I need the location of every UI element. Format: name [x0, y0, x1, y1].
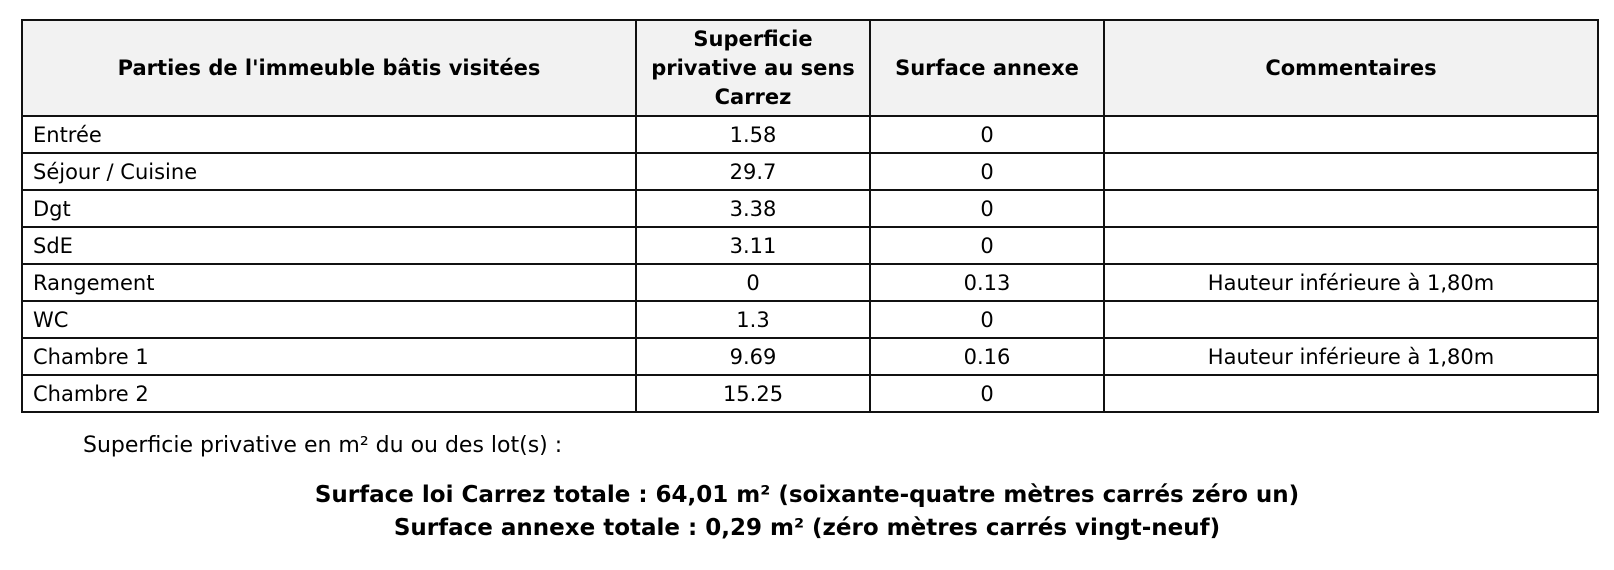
- header-parties: Parties de l'immeuble bâtis visitées: [21, 19, 637, 117]
- room-name: Chambre 1: [21, 337, 637, 376]
- header-commentaires: Commentaires: [1103, 19, 1599, 117]
- room-name: Rangement: [21, 263, 637, 302]
- header-carrez: Superficie privative au sens Carrez: [635, 19, 871, 117]
- carrez-value: 3.11: [635, 226, 871, 265]
- surface-table: Parties de l'immeuble bâtis visitées Sup…: [21, 19, 1599, 413]
- table-row: WC 1.3 0: [21, 300, 1599, 339]
- annexe-value: 0: [869, 152, 1105, 191]
- comment: [1103, 226, 1599, 265]
- table-row: Séjour / Cuisine 29.7 0: [21, 152, 1599, 191]
- carrez-value: 0: [635, 263, 871, 302]
- table-row: Chambre 2 15.25 0: [21, 374, 1599, 413]
- table-row: Rangement 0 0.13 Hauteur inférieure à 1,80m: [21, 263, 1599, 302]
- table-row: SdE 3.11 0: [21, 226, 1599, 265]
- comment: [1103, 189, 1599, 228]
- table-row: Entrée 1.58 0: [21, 115, 1599, 154]
- carrez-value: 9.69: [635, 337, 871, 376]
- room-name: SdE: [21, 226, 637, 265]
- summary-label: Superficie privative en m² du ou des lot…: [83, 433, 563, 458]
- table-header-row: Parties de l'immeuble bâtis visitées Sup…: [21, 19, 1599, 117]
- annexe-value: 0: [869, 300, 1105, 339]
- comment: [1103, 152, 1599, 191]
- room-name: WC: [21, 300, 637, 339]
- table-row: Dgt 3.38 0: [21, 189, 1599, 228]
- annexe-value: 0: [869, 226, 1105, 265]
- room-name: Entrée: [21, 115, 637, 154]
- room-name: Dgt: [21, 189, 637, 228]
- comment: Hauteur inférieure à 1,80m: [1103, 337, 1599, 376]
- annexe-total: Surface annexe totale : 0,29 m² (zéro mè…: [393, 515, 1221, 541]
- comment: [1103, 374, 1599, 413]
- carrez-value: 1.58: [635, 115, 871, 154]
- comment: [1103, 115, 1599, 154]
- comment: [1103, 300, 1599, 339]
- carrez-total: Surface loi Carrez totale : 64,01 m² (so…: [314, 482, 1300, 508]
- annexe-value: 0: [869, 374, 1105, 413]
- carrez-value: 29.7: [635, 152, 871, 191]
- room-name: Chambre 2: [21, 374, 637, 413]
- carrez-value: 3.38: [635, 189, 871, 228]
- carrez-value: 1.3: [635, 300, 871, 339]
- comment: Hauteur inférieure à 1,80m: [1103, 263, 1599, 302]
- room-name: Séjour / Cuisine: [21, 152, 637, 191]
- annexe-value: 0.13: [869, 263, 1105, 302]
- carrez-value: 15.25: [635, 374, 871, 413]
- table-row: Chambre 1 9.69 0.16 Hauteur inférieure à 1,…: [21, 337, 1599, 376]
- header-annexe: Surface annexe: [869, 19, 1105, 117]
- annexe-value: 0: [869, 115, 1105, 154]
- annexe-value: 0.16: [869, 337, 1105, 376]
- annexe-value: 0: [869, 189, 1105, 228]
